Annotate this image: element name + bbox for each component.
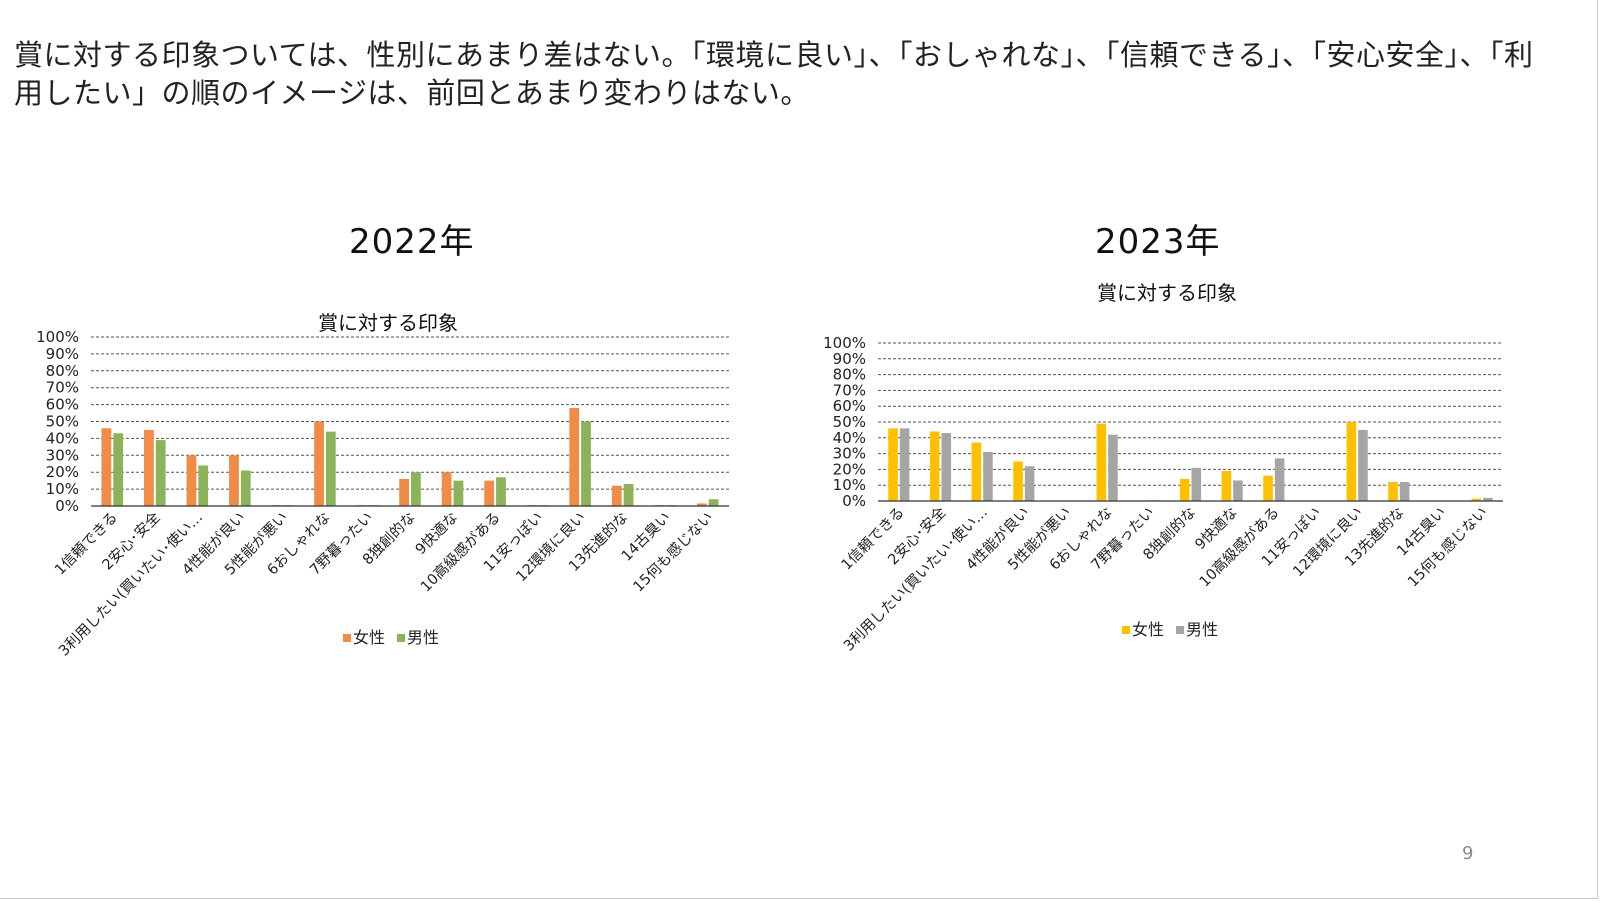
- bar-female: [186, 455, 197, 506]
- bar-female: [696, 503, 707, 506]
- legend-swatch: [397, 634, 405, 642]
- y-tick-label: 50%: [46, 413, 79, 431]
- bar-male: [453, 480, 464, 506]
- legend-swatch: [343, 634, 351, 642]
- y-tick-label: 30%: [833, 445, 866, 463]
- legend-label: 男性: [1186, 620, 1218, 639]
- bar-male: [240, 470, 251, 506]
- bar-male: [1024, 466, 1035, 501]
- bar-female: [441, 472, 452, 506]
- bar-female: [1471, 498, 1482, 501]
- page-number: 9: [1462, 843, 1474, 864]
- bar-female: [1388, 482, 1398, 501]
- y-tick-label: 10%: [833, 476, 866, 494]
- y-tick-label: 90%: [833, 350, 866, 368]
- y-tick-label: 100%: [823, 334, 866, 352]
- bar-female: [1346, 422, 1357, 501]
- y-tick-label: 50%: [833, 413, 866, 431]
- y-tick-label: 80%: [46, 362, 79, 380]
- bar-male: [1483, 497, 1493, 501]
- y-tick-label: 90%: [46, 345, 79, 363]
- bar-female: [1096, 423, 1107, 501]
- bar-male: [941, 433, 952, 501]
- bar-male: [581, 421, 591, 506]
- bar-male: [1108, 434, 1118, 501]
- bar-male: [155, 440, 166, 506]
- y-tick-label: 80%: [833, 366, 866, 384]
- bar-female: [1263, 475, 1273, 501]
- bar-female: [229, 455, 239, 506]
- bar-female: [144, 429, 154, 506]
- bar-male: [1399, 482, 1410, 501]
- y-tick-label: 10%: [46, 480, 79, 498]
- bar-male: [411, 472, 421, 506]
- bar-female: [101, 428, 112, 506]
- bar-female: [569, 407, 580, 506]
- bar-female: [484, 480, 495, 506]
- bar-male: [1191, 467, 1202, 501]
- bar-male: [623, 484, 634, 506]
- chart-title: 賞に対する印象: [1097, 281, 1237, 305]
- bar-male: [198, 465, 209, 506]
- legend-swatch: [1122, 626, 1130, 634]
- slide-headline: 賞に対する印象ついては、性別にあまり差はない。「環境に良い」、「おしゃれな」、「…: [14, 38, 1534, 110]
- bar-female: [314, 421, 324, 506]
- bar-male: [1274, 458, 1285, 501]
- bar-female: [1013, 461, 1023, 501]
- y-tick-label: 20%: [46, 463, 79, 481]
- y-tick-label: 40%: [46, 429, 79, 447]
- bar-female: [611, 485, 622, 506]
- bar-female: [1221, 470, 1232, 501]
- bar-male: [1233, 480, 1243, 501]
- bar-male: [899, 428, 910, 501]
- y-tick-label: 60%: [833, 397, 866, 415]
- y-tick-label: 40%: [833, 429, 866, 447]
- y-tick-label: 70%: [833, 381, 866, 399]
- bar-male: [1358, 429, 1368, 501]
- year-title-2022: 2022年: [349, 222, 475, 262]
- bar-male: [983, 452, 993, 501]
- legend-label: 女性: [353, 628, 385, 647]
- bar-female: [888, 428, 898, 501]
- bar-male: [708, 499, 719, 506]
- x-tick-label: 15何も感じない: [630, 509, 717, 596]
- legend-label: 男性: [407, 628, 439, 647]
- year-title-2023: 2023年: [1095, 222, 1221, 262]
- bar-male: [496, 477, 506, 506]
- y-tick-label: 70%: [46, 379, 79, 397]
- bar-female: [1179, 478, 1190, 501]
- bar-male: [325, 431, 336, 506]
- chart-title: 賞に対する印象: [318, 311, 458, 335]
- y-tick-label: 100%: [36, 328, 79, 346]
- legend-label: 女性: [1132, 620, 1164, 639]
- legend-swatch: [1176, 626, 1184, 634]
- bar-female: [971, 442, 982, 501]
- y-tick-label: 20%: [833, 460, 866, 478]
- y-tick-label: 30%: [46, 446, 79, 464]
- bar-male: [113, 433, 124, 506]
- bar-female: [929, 431, 940, 501]
- y-tick-label: 0%: [55, 497, 79, 515]
- x-tick-label: 10高級感がある: [417, 509, 504, 596]
- y-tick-label: 0%: [842, 492, 866, 510]
- y-tick-label: 60%: [46, 396, 79, 414]
- bar-female: [399, 478, 409, 506]
